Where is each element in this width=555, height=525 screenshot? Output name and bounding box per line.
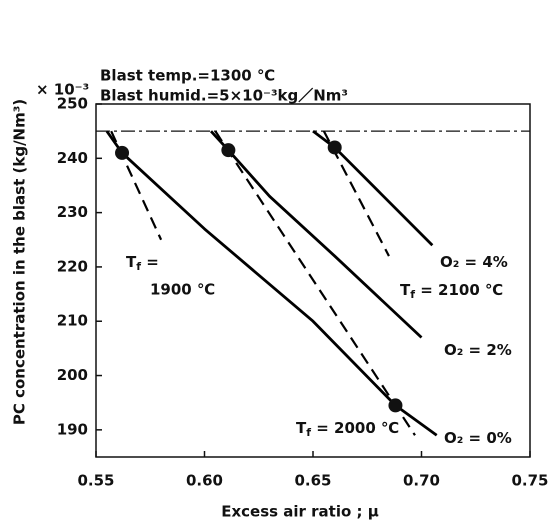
label-rest: = bbox=[141, 253, 159, 271]
y-tick-label: 250 bbox=[57, 95, 88, 113]
label-main: O₂ = 4% bbox=[440, 253, 508, 271]
series-label: Tf = bbox=[126, 253, 159, 274]
label-sub: f bbox=[306, 426, 311, 439]
series-label: O₂ = 4% bbox=[440, 253, 508, 271]
y-tick-label: 200 bbox=[57, 366, 88, 384]
condition: Blast temp.=1300 ℃ bbox=[100, 67, 275, 85]
label-sub: f bbox=[136, 260, 141, 273]
series-label: O₂ = 0% bbox=[444, 429, 512, 447]
x-tick-label: 0.65 bbox=[294, 472, 331, 490]
y-tick-label: 220 bbox=[57, 257, 88, 275]
label-rest: = 2000 ℃ bbox=[311, 419, 399, 437]
label-main: O₂ = 2% bbox=[444, 341, 512, 359]
x-tick-label: 0.70 bbox=[403, 472, 440, 490]
series-line bbox=[214, 130, 416, 436]
point bbox=[327, 140, 342, 155]
series-label: O₂ = 2% bbox=[444, 341, 512, 359]
x-axis-label: Excess air ratio ; μ bbox=[221, 503, 379, 521]
series-label-line2: 1900 ℃ bbox=[150, 281, 215, 299]
label-main: O₂ = 0% bbox=[444, 429, 512, 447]
x-tick-label: 0.55 bbox=[77, 472, 114, 490]
series-line bbox=[312, 130, 434, 247]
label-main: T bbox=[126, 253, 137, 271]
series-line bbox=[209, 130, 423, 339]
y-axis-label: PC concentration in the blast (kg/Nm³) bbox=[11, 99, 29, 425]
series-label: Tf = 2000 ℃ bbox=[296, 419, 399, 440]
point bbox=[388, 398, 403, 413]
y-tick-label: 190 bbox=[57, 420, 88, 438]
point bbox=[221, 143, 236, 158]
series-label: Tf = 2100 ℃ bbox=[400, 281, 503, 302]
y-tick-label: 230 bbox=[57, 203, 88, 221]
point bbox=[115, 145, 130, 160]
y-tick-label: 240 bbox=[57, 149, 88, 167]
label-rest: = 2100 ℃ bbox=[415, 281, 503, 299]
x-tick-label: 0.75 bbox=[511, 472, 548, 490]
label-sub: f bbox=[410, 288, 415, 301]
y-multiplier: × 10⁻³ bbox=[36, 81, 89, 99]
x-tick-label: 0.60 bbox=[186, 472, 223, 490]
label-main: T bbox=[296, 419, 307, 437]
y-tick-label: 210 bbox=[57, 312, 88, 330]
label-main: T bbox=[400, 281, 411, 299]
condition: Blast humid.=5×10⁻³kg／Nm³ bbox=[100, 87, 348, 105]
